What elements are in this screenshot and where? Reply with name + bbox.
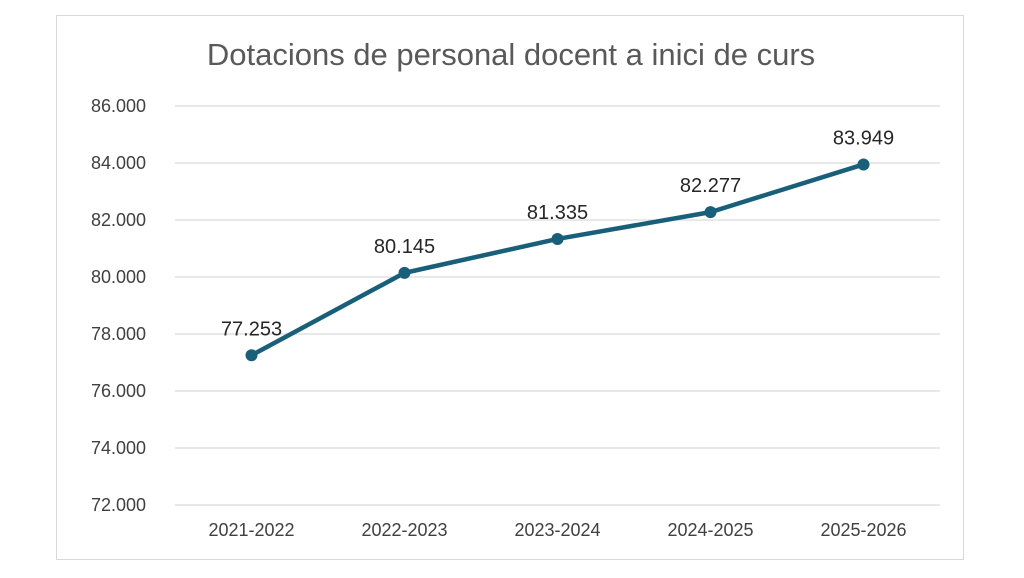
x-tick-label: 2021-2022 [208, 520, 294, 540]
data-labels: 77.253 80.145 81.335 82.277 83.949 [221, 127, 894, 340]
y-tick-label: 74.000 [91, 438, 146, 458]
x-axis-ticks: 2021-2022 2022-2023 2023-2024 2024-2025 2025… [208, 520, 906, 540]
y-tick-label: 80.000 [91, 267, 146, 287]
data-point [398, 266, 411, 279]
data-label: 81.335 [527, 202, 588, 224]
x-tick-label: 2024-2025 [667, 520, 753, 540]
chart-title: Dotacions de personal docent a inici de … [207, 37, 815, 72]
y-axis-ticks: 72.000 74.000 76.000 78.000 80.000 82.000 84.0… [91, 96, 146, 515]
y-tick-label: 76.000 [91, 381, 146, 401]
data-point [551, 232, 564, 245]
data-point [704, 206, 717, 219]
data-label: 83.949 [833, 127, 894, 149]
y-tick-label: 84.000 [91, 153, 146, 173]
data-label: 77.253 [221, 318, 282, 340]
y-tick-label: 86.000 [91, 96, 146, 116]
data-points [245, 158, 870, 362]
x-tick-label: 2023-2024 [514, 520, 600, 540]
x-tick-label: 2025-2026 [820, 520, 906, 540]
y-tick-label: 78.000 [91, 324, 146, 344]
y-tick-label: 72.000 [91, 495, 146, 515]
data-point [857, 158, 870, 171]
data-label: 80.145 [374, 236, 435, 258]
series-line [249, 162, 866, 358]
y-tick-label: 82.000 [91, 210, 146, 230]
data-point [245, 349, 258, 362]
x-tick-label: 2022-2023 [361, 520, 447, 540]
grid-lines [175, 105, 940, 506]
data-label: 82.277 [680, 175, 741, 197]
